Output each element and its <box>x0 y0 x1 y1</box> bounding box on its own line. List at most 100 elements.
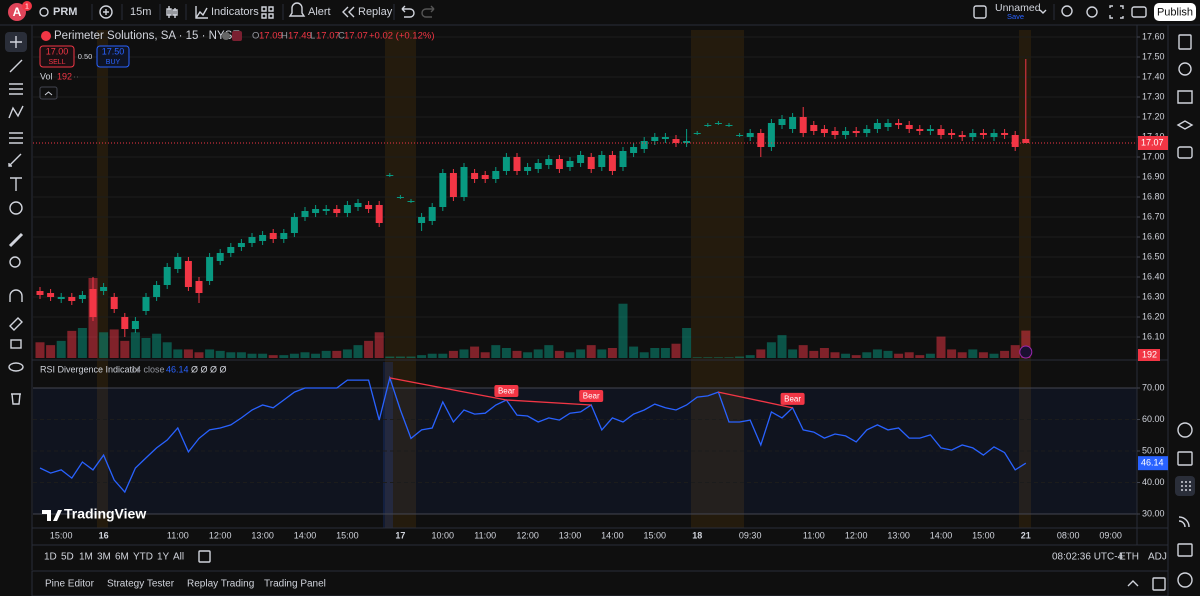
volume-bar <box>862 352 872 358</box>
period-button[interactable]: 1D <box>44 552 57 563</box>
panel-tab[interactable]: Replay Trading <box>187 579 254 590</box>
chat-button[interactable] <box>1177 146 1193 159</box>
expand-panel[interactable] <box>1127 580 1139 587</box>
collapse-legend[interactable] <box>39 86 58 100</box>
volume-bar <box>629 346 639 358</box>
candle-body <box>810 125 818 131</box>
fib-tool[interactable] <box>9 83 23 95</box>
maximize-panel[interactable] <box>1152 577 1166 591</box>
calendar-button[interactable] <box>1177 451 1193 466</box>
period-button[interactable]: 3M <box>97 552 111 563</box>
panel-tab[interactable]: Pine Editor <box>45 579 95 590</box>
x-tick-label: 15:00 <box>336 530 359 540</box>
candle-body <box>693 133 701 134</box>
apps-button[interactable] <box>1181 481 1191 491</box>
volume-bar <box>978 352 988 358</box>
redo-button[interactable] <box>421 5 435 18</box>
date-range-button[interactable] <box>198 550 211 563</box>
candle-body <box>534 163 542 169</box>
candle-body <box>153 285 161 297</box>
volume-bar <box>766 342 776 358</box>
watchlist-button[interactable] <box>1178 34 1192 50</box>
period-button[interactable]: YTD <box>133 552 153 563</box>
candle-body <box>714 123 722 124</box>
crosshair-tool[interactable] <box>10 36 22 48</box>
layout-name[interactable]: Unnamed <box>995 2 1041 14</box>
eth-toggle[interactable]: ETH <box>1119 552 1139 563</box>
hide-tool[interactable] <box>8 362 24 372</box>
help-button[interactable] <box>1177 572 1193 588</box>
volume-bar <box>851 355 861 358</box>
compare-button[interactable] <box>99 5 113 19</box>
news-button[interactable] <box>1177 90 1193 104</box>
volume-bar <box>957 352 967 358</box>
ideas-button[interactable] <box>1177 422 1193 438</box>
brush-tool[interactable] <box>8 153 22 167</box>
panel-tab[interactable]: Trading Panel <box>264 579 326 590</box>
stay-drawing-tool[interactable] <box>9 317 23 331</box>
publish-button[interactable] <box>1154 3 1196 21</box>
indicators-button[interactable]: Indicators <box>211 6 259 18</box>
quick-search[interactable] <box>1061 5 1073 17</box>
period-button[interactable]: 6M <box>115 552 129 563</box>
adj-toggle[interactable]: ADJ <box>1148 552 1167 563</box>
magnet-tool[interactable] <box>9 289 23 302</box>
alert-button[interactable]: Alert <box>308 6 331 18</box>
candle-body <box>301 211 309 217</box>
panel-tab[interactable]: Strategy Tester <box>107 579 175 590</box>
candle-body <box>216 253 224 261</box>
candle-body <box>322 209 330 211</box>
replay-button[interactable]: Replay <box>358 6 393 18</box>
alerts-button[interactable] <box>1178 62 1192 76</box>
period-button[interactable]: 1Y <box>157 552 170 563</box>
x-tick-label: 12:00 <box>209 530 232 540</box>
trendline-tool[interactable] <box>9 59 23 73</box>
pattern-tool[interactable] <box>8 105 24 119</box>
candle-body <box>365 205 373 209</box>
prediction-tool[interactable] <box>9 132 23 144</box>
volume-bar <box>109 329 119 358</box>
sell-button[interactable] <box>39 45 75 68</box>
volume-bar <box>650 348 660 358</box>
period-button[interactable]: 5D <box>61 552 74 563</box>
spread: 0.50 <box>78 52 93 61</box>
interval[interactable]: 15m <box>130 6 151 18</box>
candle-body <box>651 137 659 141</box>
symbol[interactable]: PRM <box>53 6 77 18</box>
templates-button[interactable] <box>261 6 274 19</box>
icon-tool[interactable] <box>9 201 23 215</box>
volume-bar <box>162 342 172 358</box>
candle-body <box>89 289 97 317</box>
layout-menu[interactable] <box>1039 9 1047 14</box>
x-tick-label: 18 <box>692 530 702 540</box>
undo-button[interactable] <box>401 5 415 18</box>
period-button[interactable]: 1M <box>79 552 93 563</box>
rsi-tick-label: 70.00 <box>1142 382 1165 392</box>
layers-button[interactable] <box>1176 120 1194 130</box>
streams-button[interactable] <box>1178 516 1190 528</box>
measure-tool[interactable] <box>8 232 24 248</box>
volume-bar <box>607 348 617 358</box>
save-status[interactable]: Save <box>1007 12 1024 21</box>
snapshot-button[interactable] <box>1131 6 1147 18</box>
settings-button[interactable] <box>1086 6 1098 18</box>
remove-tool[interactable] <box>11 393 21 405</box>
period-button[interactable]: All <box>173 552 184 563</box>
lock-tool[interactable] <box>10 339 22 349</box>
volume-bar <box>830 352 840 358</box>
volume-bar <box>332 350 342 358</box>
buy-button[interactable] <box>96 45 130 68</box>
alert-icon <box>288 2 306 17</box>
text-tool[interactable] <box>10 177 22 191</box>
volume-box <box>1138 349 1160 361</box>
zoom-tool[interactable] <box>9 256 21 268</box>
chart-type-button[interactable] <box>166 6 178 18</box>
avatar[interactable] <box>8 3 26 21</box>
candle-body <box>524 167 532 171</box>
volume-bar <box>448 350 458 358</box>
candle-body <box>78 295 86 299</box>
legend-menu[interactable]: ·· <box>73 71 79 81</box>
fullscreen-button[interactable] <box>1109 5 1124 19</box>
logo-mark <box>42 510 62 521</box>
notifications-button[interactable] <box>1177 543 1193 557</box>
